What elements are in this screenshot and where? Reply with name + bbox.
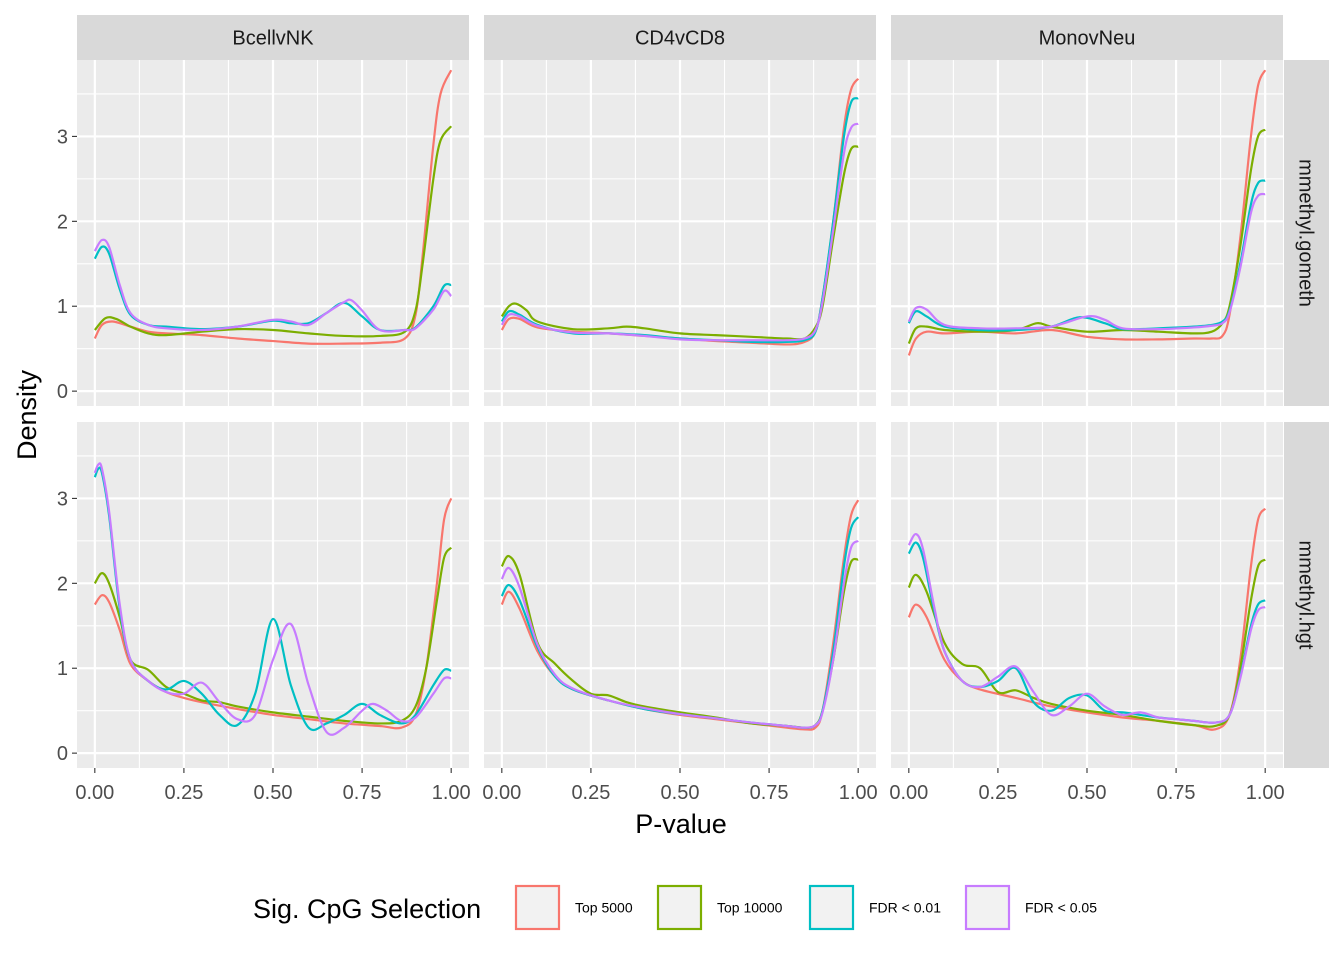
strip-monovneu: MonovNeu [891, 15, 1283, 60]
strip-background [891, 15, 1283, 60]
series-line-top-10000 [907, 558, 1266, 728]
strip-mmethyl-hgt: mmethyl.hgt [1284, 422, 1329, 768]
y-tick-label: 1 [57, 296, 68, 318]
legend-label: FDR < 0.05 [1025, 900, 1097, 916]
y-tick-label: 3 [57, 126, 68, 148]
x-tick-label: 0.50 [1068, 782, 1107, 804]
y-tick-label: 2 [57, 573, 68, 595]
x-tick-label: 0.00 [75, 782, 114, 804]
series-line-fdr-0-05 [500, 122, 859, 342]
series-group-monovneu-mmethyl-hgt [907, 507, 1267, 731]
x-tick-label: 0.50 [254, 782, 293, 804]
legend: Sig. CpG Selection Top 5000 Top 10000 FDR … [253, 884, 1097, 931]
legend-entry-fdr-0-05: FDR < 0.05 [964, 884, 1097, 931]
strip-background [1284, 422, 1329, 768]
legend-key [514, 884, 561, 931]
x-tick-label: 0.75 [1157, 782, 1196, 804]
y-tick-label: 0 [57, 381, 68, 403]
x-tick-label: 0.75 [343, 782, 382, 804]
strip-background [1284, 60, 1329, 406]
strip-cd4vcd8: CD4vCD8 [484, 15, 876, 60]
series-group-cd4vcd8-mmethyl-gometh [500, 77, 860, 346]
series-line-fdr-0-05 [907, 192, 1266, 331]
strip-label: MonovNeu [1039, 28, 1136, 50]
x-tick-label: 0.00 [482, 782, 521, 804]
strip-background [484, 15, 876, 60]
axes-layer: BcellvNK CD4vCD8 MonovNeu mmethyl.gometh mme… [57, 15, 1329, 804]
panel-monovneu-mmethyl-gometh [891, 60, 1283, 406]
strip-background [77, 15, 469, 60]
y-tick-label: 2 [57, 211, 68, 233]
series-group-bcellvnk-mmethyl-gometh [93, 69, 453, 345]
series-group-cd4vcd8-mmethyl-hgt [500, 499, 860, 731]
x-tick-label: 0.25 [571, 782, 610, 804]
series-line-fdr-0-05 [500, 539, 859, 729]
panel-cd4vcd8-mmethyl-gometh [484, 60, 876, 406]
panels-layer [77, 60, 1283, 768]
panel-bcellvnk-mmethyl-hgt [77, 422, 469, 768]
strip-label: mmethyl.gometh [1295, 159, 1317, 307]
x-tick-label: 1.00 [432, 782, 471, 804]
legend-key [656, 884, 703, 931]
x-tick-label: 0.00 [889, 782, 928, 804]
legend-label: Top 5000 [575, 900, 633, 916]
x-tick-label: 0.25 [164, 782, 203, 804]
series-line-top-5000 [907, 507, 1267, 731]
panel-bcellvnk-mmethyl-gometh [77, 60, 469, 406]
series-line-top-5000 [907, 69, 1267, 356]
x-tick-label: 0.75 [750, 782, 789, 804]
legend-label: FDR < 0.01 [869, 900, 941, 916]
x-tick-label: 1.00 [1246, 782, 1285, 804]
legend-entry-fdr-0-01: FDR < 0.01 [808, 884, 941, 931]
strip-label: CD4vCD8 [635, 28, 725, 50]
panel-monovneu-mmethyl-hgt [891, 422, 1283, 768]
strip-bcellvnk: BcellvNK [77, 15, 469, 60]
series-line-fdr-0-05 [907, 532, 1266, 724]
panel-cd4vcd8-mmethyl-hgt [484, 422, 876, 768]
y-tick-label: 3 [57, 488, 68, 510]
x-tick-label: 0.25 [978, 782, 1017, 804]
x-axis-title: P-value [635, 809, 727, 839]
strip-label: mmethyl.hgt [1295, 541, 1317, 650]
y-tick-label: 1 [57, 658, 68, 680]
x-tick-label: 1.00 [839, 782, 878, 804]
legend-entry-top-5000: Top 5000 [514, 884, 633, 931]
legend-label: Top 10000 [717, 900, 783, 916]
y-axis-title: Density [12, 369, 42, 460]
series-line-fdr-0-05 [93, 238, 452, 333]
series-line-fdr-0-05 [93, 462, 452, 736]
series-line-top-10000 [500, 145, 859, 341]
legend-title: Sig. CpG Selection [253, 894, 481, 924]
legend-key [964, 884, 1011, 931]
y-tick-label: 0 [57, 743, 68, 765]
legend-key [808, 884, 855, 931]
strip-label: BcellvNK [232, 28, 314, 50]
x-tick-label: 0.50 [661, 782, 700, 804]
series-group-monovneu-mmethyl-gometh [907, 69, 1267, 356]
series-group-bcellvnk-mmethyl-hgt [93, 462, 453, 736]
legend-entry-top-10000: Top 10000 [656, 884, 783, 931]
strip-mmethyl-gometh: mmethyl.gometh [1284, 60, 1329, 406]
series-line-top-10000 [93, 125, 453, 338]
